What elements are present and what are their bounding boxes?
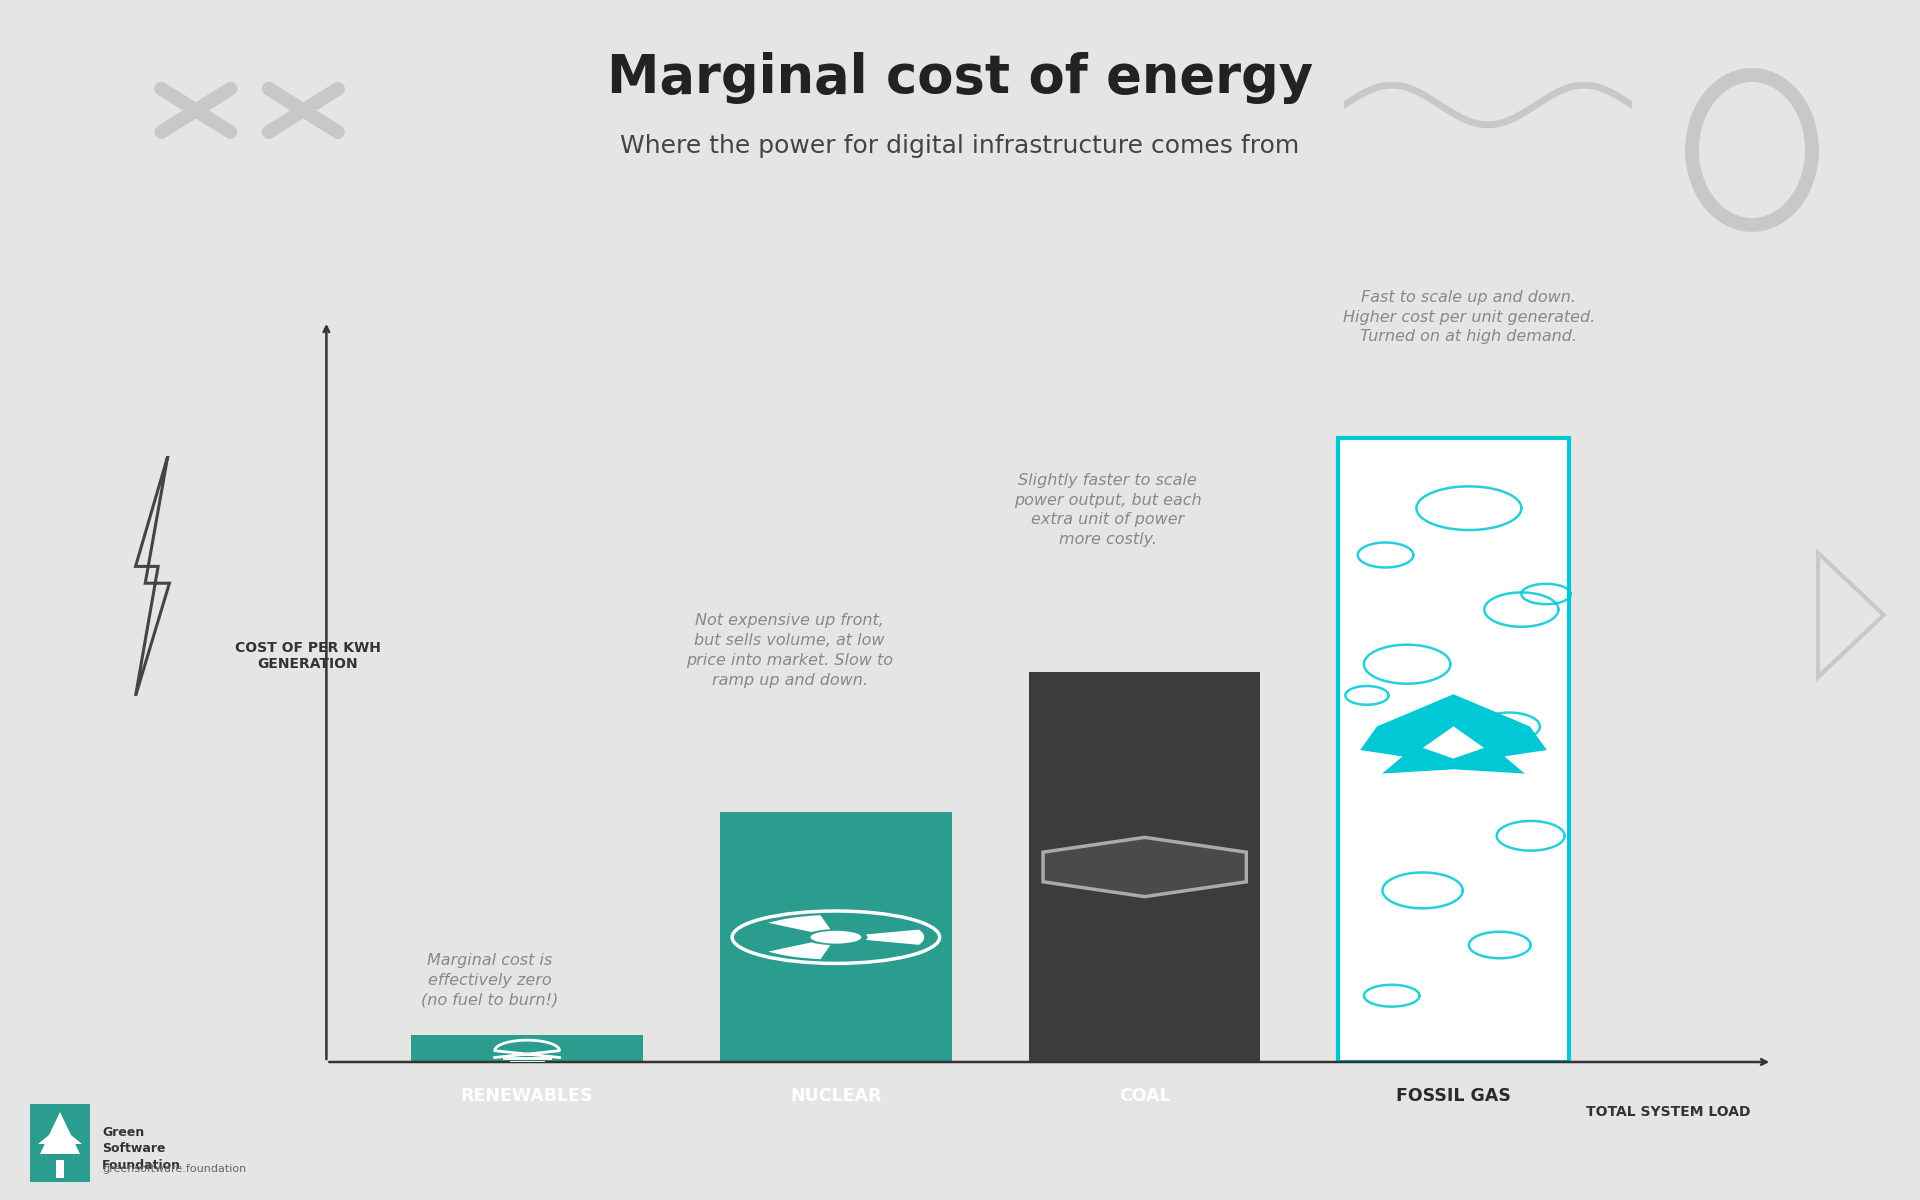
Polygon shape [1359,695,1548,774]
Text: Fast to scale up and down.
Higher cost per unit generated.
Turned on at high dem: Fast to scale up and down. Higher cost p… [1342,290,1596,344]
Text: NUCLEAR: NUCLEAR [791,1087,881,1105]
Text: greensoftware.foundation: greensoftware.foundation [102,1164,246,1174]
Text: Green
Software
Foundation: Green Software Foundation [102,1126,180,1172]
Bar [31,1104,90,1182]
Bar [720,812,952,1062]
Bar [1338,438,1569,1062]
Text: Where the power for digital infrastructure comes from: Where the power for digital infrastructu… [620,134,1300,158]
Polygon shape [40,1112,81,1154]
Polygon shape [1423,726,1484,758]
Circle shape [810,931,862,943]
Text: COST OF PER KWH
GENERATION: COST OF PER KWH GENERATION [234,641,380,672]
Wedge shape [866,930,924,944]
Bar [56,1160,63,1178]
Wedge shape [768,916,829,932]
Text: Slightly faster to scale
power output, but each
extra unit of power
more costly.: Slightly faster to scale power output, b… [1014,473,1202,547]
Text: FOSSIL GAS: FOSSIL GAS [1396,1087,1511,1105]
Polygon shape [38,1126,83,1144]
Text: Marginal cost is
effectively zero
(no fuel to burn!): Marginal cost is effectively zero (no fu… [420,953,559,1008]
Text: COAL: COAL [1119,1087,1171,1105]
Text: Not expensive up front,
but sells volume, at low
price into market. Slow to
ramp: Not expensive up front, but sells volume… [685,613,893,688]
Text: RENEWABLES: RENEWABLES [461,1087,593,1105]
Polygon shape [1043,838,1246,896]
Text: TOTAL SYSTEM LOAD: TOTAL SYSTEM LOAD [1586,1105,1751,1118]
Text: Marginal cost of energy: Marginal cost of energy [607,52,1313,104]
Bar [411,1034,643,1062]
Bar [1029,672,1260,1062]
Wedge shape [768,942,829,959]
